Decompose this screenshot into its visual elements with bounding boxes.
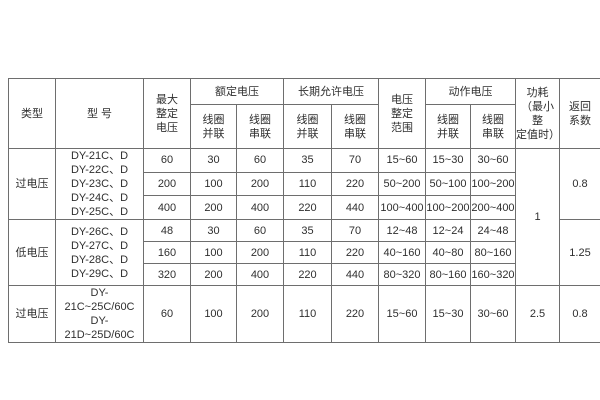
cell-return-coeff-combined: 0.8 (559, 285, 600, 343)
cell-value: 200 (236, 285, 284, 343)
header-longterm-coil-parallel: 线圈 并联 (283, 104, 332, 149)
cell-value: 100~200 (470, 171, 516, 197)
cell-return-coeff-overvoltage: 0.8 (559, 148, 600, 220)
cell-value: 15~30 (425, 285, 471, 343)
cell-power-shared: 1 (515, 148, 560, 286)
cell-value: 220 (283, 263, 332, 286)
cell-type-undervoltage: 低电压 (8, 219, 56, 286)
cell-value: 30~60 (470, 285, 516, 343)
cell-value: 12~24 (425, 219, 471, 242)
relay-spec-table: 类型 型 号 最大 整定 电压 额定电压 长期允许电压 电压 整定 范围 动作电… (8, 78, 600, 343)
header-operating-voltage: 动作电压 (425, 78, 516, 105)
cell-value: 220 (331, 171, 379, 197)
cell-value: 110 (283, 241, 332, 264)
header-rated-coil-series: 线圈 串联 (236, 104, 284, 149)
cell-value: 200 (236, 241, 284, 264)
header-longterm-coil-series: 线圈 串联 (331, 104, 379, 149)
header-setting-range: 电压 整定 范围 (378, 78, 426, 149)
cell-value: 30~60 (470, 148, 516, 173)
cell-value: 48 (143, 219, 191, 242)
cell-value: 320 (143, 263, 191, 286)
header-rated-coil-parallel: 线圈 并联 (190, 104, 237, 149)
cell-value: 100 (190, 241, 237, 264)
cell-value: 60 (143, 285, 191, 343)
cell-value: 50~100 (425, 171, 471, 197)
cell-value: 50~200 (378, 171, 426, 197)
header-rated-voltage: 额定电压 (190, 78, 284, 105)
table-row: 400 200 400 220 440 100~400 100~200 200~… (9, 195, 600, 220)
cell-value: 80~160 (425, 263, 471, 286)
cell-value: 200 (143, 171, 191, 197)
cell-models-undervoltage: DY-26C、D DY-27C、D DY-28C、D DY-29C、D (55, 219, 144, 286)
cell-type-overvoltage: 过电压 (8, 148, 56, 220)
cell-value: 60 (236, 219, 284, 242)
cell-value: 35 (283, 219, 332, 242)
cell-value: 60 (236, 148, 284, 173)
header-operating-coil-series: 线圈 串联 (470, 104, 516, 149)
cell-models-combined: DY-21C~25C/60C DY-21D~25D/60C (55, 285, 144, 343)
cell-value: 440 (331, 263, 379, 286)
cell-value: 440 (331, 195, 379, 220)
cell-value: 220 (331, 285, 379, 343)
cell-value: 15~30 (425, 148, 471, 173)
cell-value: 200 (190, 263, 237, 286)
cell-value: 30 (190, 148, 237, 173)
cell-value: 80~320 (378, 263, 426, 286)
cell-value: 80~160 (470, 241, 516, 264)
cell-value: 70 (331, 148, 379, 173)
cell-value: 24~48 (470, 219, 516, 242)
cell-value: 220 (331, 241, 379, 264)
table-row: 低电压 DY-26C、D DY-27C、D DY-28C、D DY-29C、D … (8, 219, 600, 286)
cell-value: 40~80 (425, 241, 471, 264)
cell-value: 100~200 (425, 195, 471, 220)
cell-value: 100~400 (378, 195, 426, 220)
cell-value: 200 (190, 195, 237, 220)
header-model: 型 号 (55, 78, 144, 149)
header-row-1: 类型 型 号 最大 整定 电压 额定电压 长期允许电压 电压 整定 范围 动作电… (8, 78, 600, 149)
header-row-2: 线圈 并联 线圈 串联 线圈 并联 线圈 串联 线圈 并联 线圈 串联 (9, 104, 600, 149)
cell-value: 160 (143, 241, 191, 264)
table-row: 过电压 DY-21C、D DY-22C、D DY-23C、D DY-24C、D … (8, 148, 600, 286)
cell-value: 15~60 (378, 148, 426, 173)
table-row: 320 200 400 220 440 80~320 80~160 160~32… (9, 263, 600, 286)
cell-power-combined: 2.5 (515, 285, 560, 343)
cell-value: 400 (236, 263, 284, 286)
cell-value: 160~320 (470, 263, 516, 286)
header-return-coefficient: 返回 系数 (559, 78, 600, 149)
cell-value: 12~48 (378, 219, 426, 242)
header-long-term-voltage: 长期允许电压 (283, 78, 379, 105)
cell-value: 200 (236, 171, 284, 197)
cell-value: 40~160 (378, 241, 426, 264)
header-operating-coil-parallel: 线圈 并联 (425, 104, 471, 149)
header-max-setting-voltage: 最大 整定 电压 (143, 78, 191, 149)
cell-value: 400 (236, 195, 284, 220)
cell-value: 100 (190, 285, 237, 343)
cell-value: 60 (143, 148, 191, 173)
cell-value: 35 (283, 148, 332, 173)
cell-value: 220 (283, 195, 332, 220)
cell-value: 100 (190, 171, 237, 197)
cell-value: 400 (143, 195, 191, 220)
cell-value: 200~400 (470, 195, 516, 220)
cell-value: 110 (283, 171, 332, 197)
header-type: 类型 (8, 78, 56, 149)
cell-value: 15~60 (378, 285, 426, 343)
cell-return-coeff-undervoltage: 1.25 (559, 219, 600, 286)
cell-models-overvoltage: DY-21C、D DY-22C、D DY-23C、D DY-24C、D DY-2… (55, 148, 144, 220)
cell-value: 30 (190, 219, 237, 242)
cell-value: 110 (283, 285, 332, 343)
table-row: 过电压 DY-21C~25C/60C DY-21D~25D/60C 60 100… (8, 285, 600, 343)
cell-type-overvoltage-combined: 过电压 (8, 285, 56, 343)
header-power-consumption: 功耗 （最小整 定值时） (515, 78, 560, 149)
cell-value: 70 (331, 219, 379, 242)
